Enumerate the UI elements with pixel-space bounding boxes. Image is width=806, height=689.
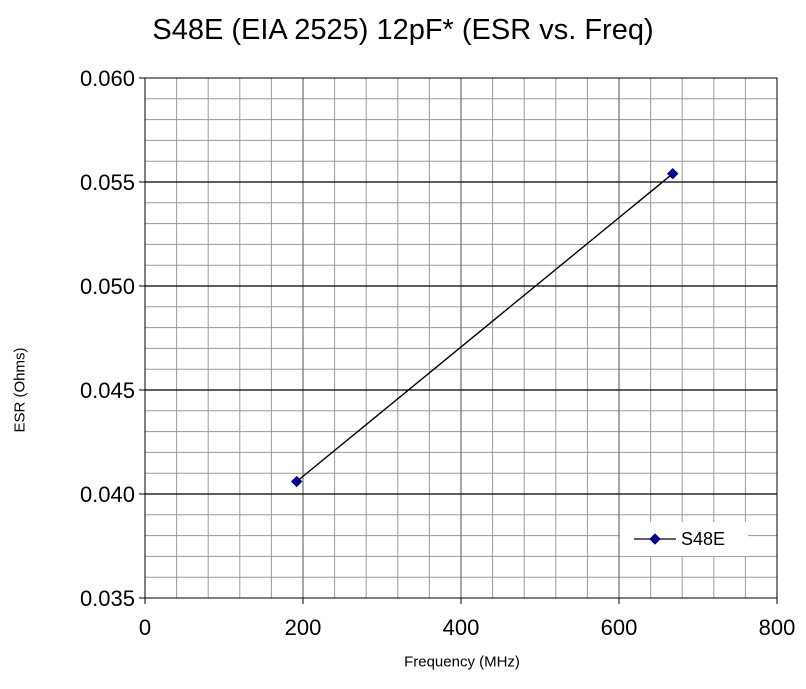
- y-tick-label: 0.035: [80, 586, 135, 611]
- x-tick-labels: 0 200 400 600 800: [139, 598, 795, 640]
- x-tick-label: 0: [139, 615, 151, 640]
- x-tick-label: 600: [601, 615, 638, 640]
- y-tick-label: 0.045: [80, 378, 135, 403]
- x-tick-label: 400: [443, 615, 480, 640]
- data-point: [290, 475, 303, 488]
- legend-marker: [649, 533, 661, 545]
- chart-title: S48E (EIA 2525) 12pF* (ESR vs. Freq): [152, 14, 654, 46]
- series-layer: [290, 167, 679, 488]
- y-tick-label: 0.060: [80, 66, 135, 91]
- legend: S48E: [620, 522, 748, 556]
- major-grid: [145, 78, 777, 598]
- x-tick-label: 800: [759, 615, 796, 640]
- x-tick-label: 200: [285, 615, 322, 640]
- legend-label: S48E: [681, 529, 725, 549]
- data-point: [667, 167, 679, 180]
- series-line-s48e: [296, 173, 674, 483]
- y-tick-label: 0.040: [80, 482, 135, 507]
- y-tick-label: 0.050: [80, 274, 135, 299]
- y-tick-labels: 0.035 0.040 0.045 0.050 0.055 0.060: [80, 66, 145, 611]
- x-axis-label: Frequency (MHz): [404, 653, 520, 671]
- y-tick-label: 0.055: [80, 170, 135, 195]
